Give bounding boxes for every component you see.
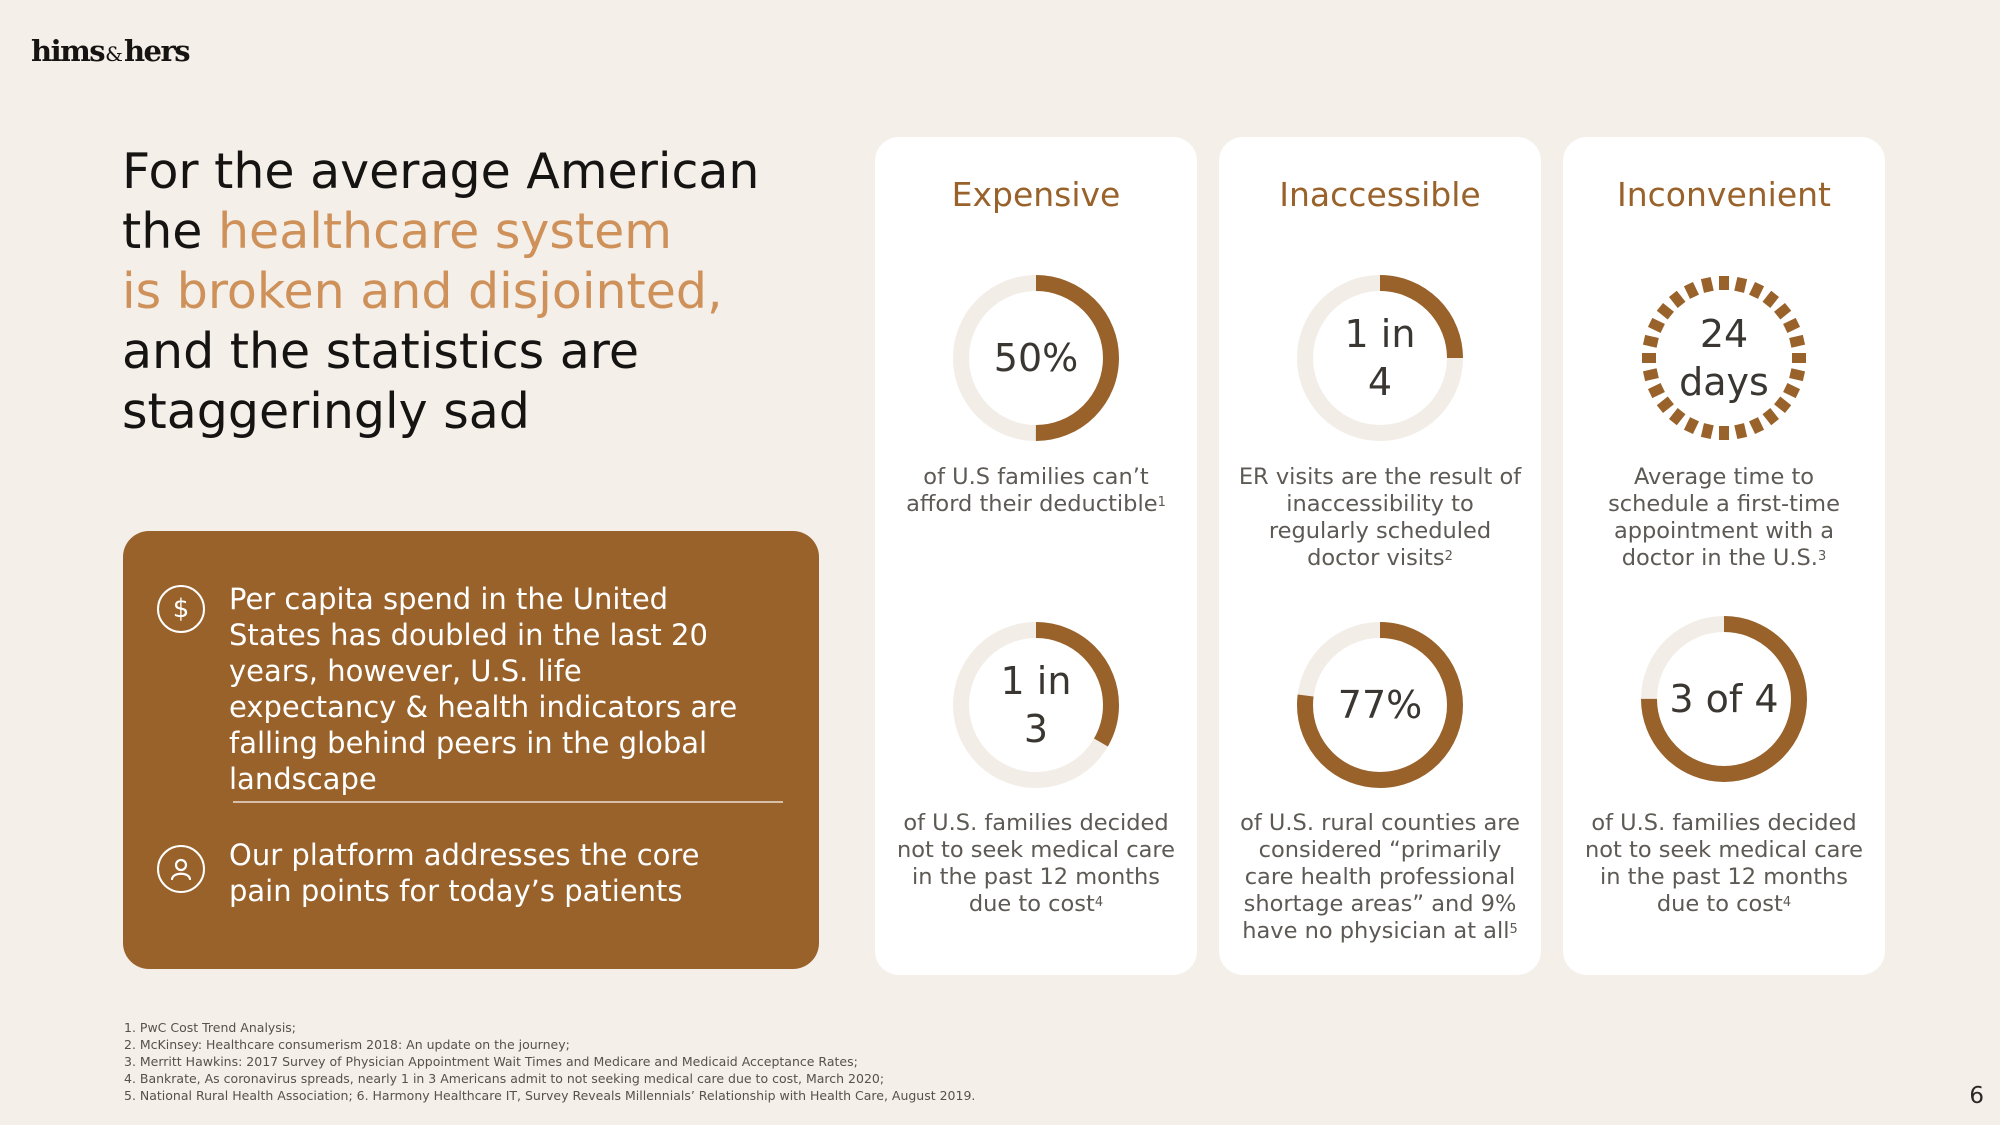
- donut-ring: [1297, 275, 1463, 441]
- headline-line-1: For the average American: [122, 143, 760, 200]
- stat-description: of U.S. rural counties are considered “p…: [1240, 810, 1520, 944]
- dollar-icon: $: [157, 585, 205, 633]
- card-title: Inaccessible: [1279, 175, 1481, 214]
- dash-segment: [1774, 396, 1792, 414]
- stat-description: ER visits are the result of inaccessibil…: [1238, 464, 1522, 571]
- stat-value: 50%: [993, 336, 1079, 380]
- card-title: Inconvenient: [1617, 175, 1831, 214]
- stat-value: 77%: [1337, 683, 1423, 727]
- dash-segment: [1700, 423, 1714, 440]
- stat-description: of U.S. families decided not to seek med…: [897, 810, 1175, 917]
- page-number: 6: [1969, 1083, 1984, 1109]
- donut-arc: [1297, 275, 1463, 441]
- footnote: 1. PwC Cost Trend Analysis;: [124, 1020, 297, 1035]
- hims-hers-logo: hims&hers: [31, 34, 191, 68]
- dash-segment: [1762, 408, 1780, 426]
- footnote: 3. Merritt Hawkins: 2017 Survey of Physi…: [124, 1054, 858, 1069]
- platform-insight: Our platform addresses the core pain poi…: [157, 837, 757, 909]
- dash-segment: [1700, 276, 1714, 293]
- stat-description: of U.S families can’t afford their deduc…: [906, 464, 1166, 517]
- spend-insight: $ Per capita spend in the United States …: [157, 581, 757, 797]
- donut-ring: [953, 275, 1119, 441]
- headline-highlight-1: healthcare system: [218, 203, 673, 260]
- dash-segment: [1656, 302, 1674, 320]
- dash-segment: [1789, 334, 1806, 348]
- dash-segment: [1783, 382, 1801, 399]
- donut-arc: [1641, 616, 1807, 782]
- dash-segment: [1783, 317, 1801, 334]
- donut-arc: [1297, 622, 1463, 788]
- dash-segment: [1647, 382, 1665, 399]
- platform-insight-text: Our platform addresses the core pain poi…: [229, 838, 700, 908]
- stat-value: 24 days: [1679, 312, 1769, 404]
- footnotes: 1. PwC Cost Trend Analysis; 2. McKinsey:…: [124, 1019, 975, 1104]
- dash-segment: [1734, 423, 1748, 440]
- stat-value: 1 in 3: [1000, 659, 1072, 751]
- dash-segment: [1642, 334, 1659, 348]
- headline-line-4: and the statistics are: [122, 323, 639, 380]
- donut-ring: [953, 622, 1119, 788]
- donut-chart: 1 in 3: [948, 617, 1124, 793]
- key-insight-box: $ Per capita spend in the United States …: [123, 531, 819, 969]
- card-inconvenient: Inconvenient 24 days Average time to sch…: [1563, 137, 1885, 975]
- card-inaccessible: Inaccessible 1 in 4 ER visits are the re…: [1219, 137, 1541, 975]
- donut-arc: [953, 622, 1119, 788]
- stat-value: 3 of 4: [1669, 677, 1779, 721]
- dash-segment: [1789, 368, 1806, 382]
- divider: [233, 801, 783, 803]
- dash-segment: [1656, 396, 1674, 414]
- headline: For the average American the healthcare …: [122, 142, 842, 442]
- dash-segment: [1719, 426, 1729, 440]
- headline-line-2a: the: [122, 203, 218, 260]
- donut-chart: 3 of 4: [1636, 611, 1812, 787]
- dash-segment: [1774, 302, 1792, 320]
- footnote: 5. National Rural Health Association; 6.…: [124, 1088, 976, 1103]
- stat-description: of U.S. families decided not to seek med…: [1585, 810, 1863, 917]
- dash-segment: [1719, 276, 1729, 290]
- donut-ring: [1641, 616, 1807, 782]
- dash-segment: [1668, 408, 1686, 426]
- donut-chart: 1 in 4: [1292, 270, 1468, 446]
- footnote: 4. Bankrate, As coronavirus spreads, nea…: [124, 1071, 885, 1086]
- headline-highlight-2: is broken and disjointed,: [122, 263, 723, 320]
- dash-segment: [1734, 276, 1748, 293]
- donut-ring: [1642, 276, 1806, 440]
- dash-segment: [1748, 417, 1765, 435]
- dash-segment: [1748, 281, 1765, 299]
- user-icon: [157, 845, 205, 893]
- dash-segment: [1642, 353, 1656, 363]
- donut-chart: 50%: [948, 270, 1124, 446]
- dash-segment: [1762, 290, 1780, 308]
- spend-insight-text: Per capita spend in the United States ha…: [229, 582, 738, 796]
- dash-segment: [1683, 417, 1700, 435]
- dash-segment: [1683, 281, 1700, 299]
- donut-arc: [953, 275, 1119, 441]
- dash-segment: [1647, 317, 1665, 334]
- dash-segment: [1668, 290, 1686, 308]
- donut-chart: 24 days: [1636, 270, 1812, 446]
- donut-chart: 77%: [1292, 617, 1468, 793]
- donut-ring: [1297, 622, 1463, 788]
- dash-segment: [1792, 353, 1806, 363]
- card-expensive: Expensive 50% of U.S families can’t affo…: [875, 137, 1197, 975]
- headline-line-5: staggeringly sad: [122, 383, 530, 440]
- dash-segment: [1642, 368, 1659, 382]
- stat-value: 1 in 4: [1344, 312, 1416, 404]
- card-title: Expensive: [951, 175, 1121, 214]
- footnote: 2. McKinsey: Healthcare consumerism 2018…: [124, 1037, 570, 1052]
- stat-description: Average time to schedule a first-time ap…: [1608, 464, 1840, 571]
